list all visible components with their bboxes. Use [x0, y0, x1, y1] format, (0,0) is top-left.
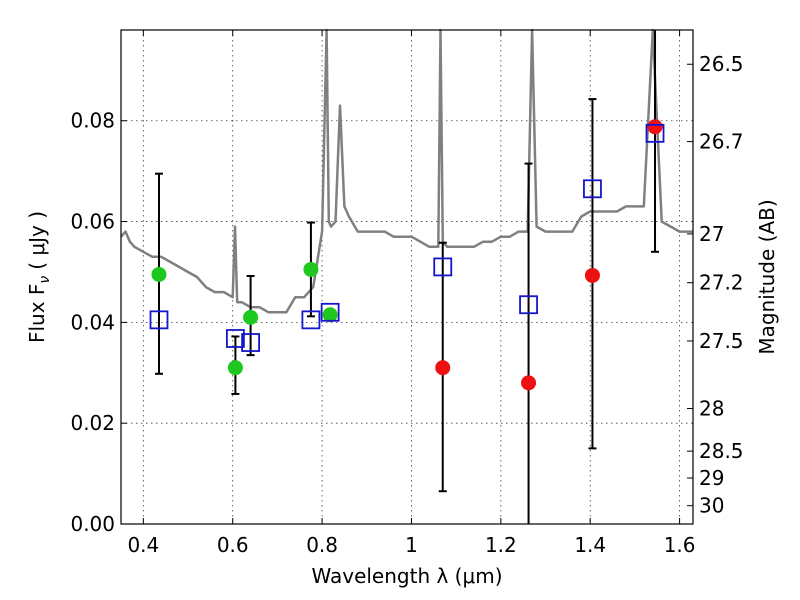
data-point [151, 266, 167, 282]
model-point [645, 123, 665, 143]
data-point [435, 360, 451, 376]
data-point [322, 307, 338, 323]
model-point [241, 333, 260, 352]
y-axis-label-subscript: ν [37, 276, 53, 284]
y-axis-label-main: Flux F [25, 284, 49, 343]
data-point [584, 267, 600, 283]
y-tick-label: 0.08 [70, 109, 115, 133]
data-point [647, 119, 663, 135]
y2-tick-label: 27 [699, 222, 724, 246]
model-point [149, 310, 169, 330]
y-axis: 0.00 0.02 0.04 0.06 0.08 [70, 109, 127, 536]
y-tick-label: 0.02 [70, 411, 115, 435]
model-point [519, 295, 538, 315]
plot-background [121, 30, 693, 524]
y-tick-label: 0.04 [70, 310, 115, 334]
y2-tick-label: 29 [699, 466, 724, 490]
x-tick-label: 0.6 [217, 533, 249, 557]
x-tick-label: 1.2 [485, 533, 517, 557]
data-point [243, 309, 259, 325]
plot-frame [120, 29, 694, 525]
x-axis: 0.4 0.6 0.8 1 1.2 1.4 1.6 [127, 30, 696, 557]
x-axis-label: Wavelength λ (μm) [311, 564, 502, 588]
x-tick-label: 1.4 [574, 533, 606, 557]
x-tick-label: 0.4 [127, 533, 159, 557]
x-tick-label: 0.8 [306, 533, 338, 557]
model-spectrum-layer [120, 28, 693, 314]
y-tick-label: 0.00 [70, 512, 115, 536]
y-axis-label-unit: ( μJy ) [25, 211, 49, 270]
model-point [583, 179, 602, 199]
grid-lines [121, 30, 693, 524]
y2-tick-label: 27.5 [699, 329, 744, 353]
y2-tick-label: 27.2 [699, 271, 744, 295]
photometry-points-layer [151, 119, 663, 391]
y2-tick-label: 30 [699, 494, 724, 518]
y2-tick-label: 26.7 [699, 130, 744, 154]
y2-tick-label: 28 [699, 397, 724, 421]
model-point [320, 302, 340, 322]
model-photometry-layer [149, 123, 665, 352]
model-point [301, 310, 321, 330]
model-spectrum-line [120, 28, 693, 314]
y2-axis-label: Magnitude (AB) [755, 199, 779, 354]
data-point [521, 375, 537, 391]
y-axis-label: Flux Fν ( μJy ) [25, 211, 53, 343]
model-point [225, 329, 245, 348]
data-point [303, 261, 319, 277]
y2-tick-label: 28.5 [699, 439, 744, 463]
y-tick-label: 0.06 [70, 210, 115, 234]
model-point [433, 257, 453, 277]
x-tick-label: 1.6 [664, 533, 696, 557]
x-tick-label: 1 [405, 533, 418, 557]
y2-tick-label: 26.5 [699, 52, 744, 76]
y2-axis: 26.5 26.7 27 27.2 27.5 28 28.5 29 30 [687, 52, 744, 518]
data-point [227, 360, 243, 376]
